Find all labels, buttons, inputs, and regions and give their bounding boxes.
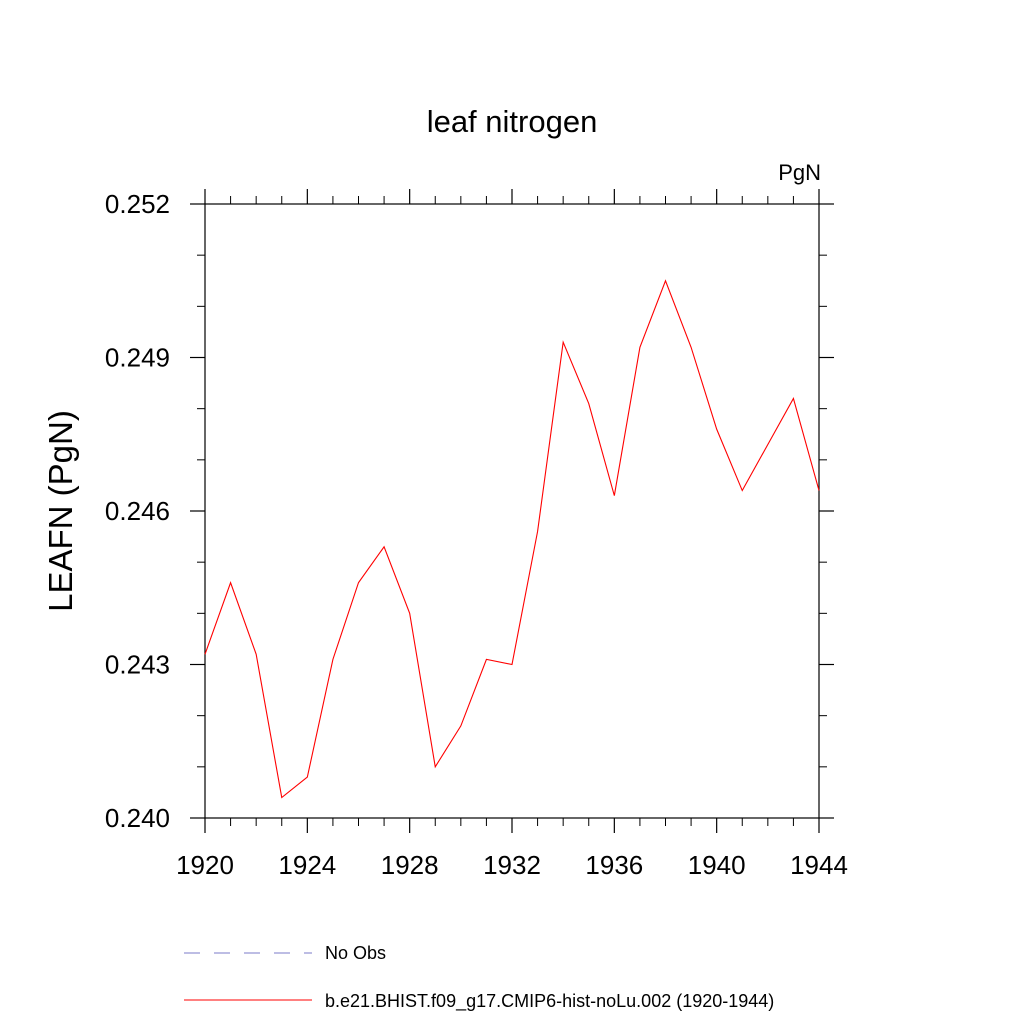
x-tick-label: 1920 xyxy=(176,850,234,880)
plot-frame xyxy=(204,203,820,819)
units-label: PgN xyxy=(778,160,821,185)
series-layer xyxy=(204,279,820,799)
y-tick-label: 0.246 xyxy=(105,496,170,526)
y-tick-label: 0.252 xyxy=(105,189,170,219)
x-tick-label: 1932 xyxy=(483,850,541,880)
legend-label-run: b.e21.BHIST.f09_g17.CMIP6-hist-noLu.002 … xyxy=(325,991,774,1012)
x-tick-label: 1928 xyxy=(381,850,439,880)
x-tick-label: 1940 xyxy=(688,850,746,880)
axis-ticks xyxy=(190,189,834,833)
y-tick-label: 0.249 xyxy=(105,343,170,373)
legend-label-no-obs: No Obs xyxy=(325,943,386,963)
y-axis-label: LEAFN (PgN) xyxy=(42,410,79,612)
x-tick-label: 1936 xyxy=(585,850,643,880)
series-line-0 xyxy=(204,279,820,799)
chart-title: leaf nitrogen xyxy=(427,104,598,139)
legend: No Obs b.e21.BHIST.f09_g17.CMIP6-hist-no… xyxy=(184,943,774,1012)
tick-labels: 1920 1924 1928 1932 1936 1940 1944 0.240 0.243 0.… xyxy=(105,189,848,880)
y-tick-label: 0.240 xyxy=(105,803,170,833)
y-tick-label: 0.243 xyxy=(105,650,170,680)
x-tick-label: 1944 xyxy=(790,850,848,880)
x-tick-label: 1924 xyxy=(278,850,336,880)
